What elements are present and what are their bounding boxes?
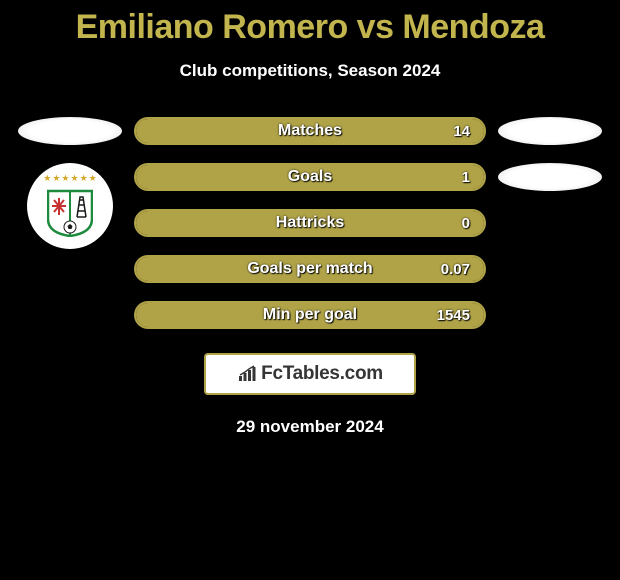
stat-value: 1545 xyxy=(437,307,470,324)
right-column xyxy=(490,117,610,329)
star-icon: ★ xyxy=(71,173,79,184)
infographic-root: Emiliano Romero vs Mendoza Club competit… xyxy=(0,0,620,437)
star-icon: ★ xyxy=(89,173,97,184)
stat-bar-min-per-goal: Min per goal 1545 xyxy=(134,301,486,329)
stat-label: Goals per match xyxy=(247,260,372,278)
stat-value: 0 xyxy=(462,215,470,232)
footer-brand-logo: FcTables.com xyxy=(204,353,416,395)
stat-bar-hattricks: Hattricks 0 xyxy=(134,209,486,237)
stat-bar-matches: Matches 14 xyxy=(134,117,486,145)
stat-value: 0.07 xyxy=(441,261,470,278)
stat-bar-goals: Goals 1 xyxy=(134,163,486,191)
chart-icon xyxy=(237,365,259,383)
star-icon: ★ xyxy=(52,173,60,184)
left-column: ★ ★ ★ ★ ★ ★ xyxy=(10,117,130,329)
star-icon: ★ xyxy=(80,173,88,184)
badge-stars: ★ ★ ★ ★ ★ ★ xyxy=(35,173,105,184)
player1-flag-ellipse xyxy=(18,117,122,145)
star-icon: ★ xyxy=(61,173,69,184)
stat-label: Matches xyxy=(278,122,342,140)
shield-icon xyxy=(47,189,93,237)
page-title: Emiliano Romero vs Mendoza xyxy=(0,8,620,47)
player2-flag-ellipse xyxy=(498,117,602,145)
stat-label: Hattricks xyxy=(276,214,344,232)
player2-club-ellipse xyxy=(498,163,602,191)
main-area: ★ ★ ★ ★ ★ ★ xyxy=(0,117,620,329)
player1-club-badge: ★ ★ ★ ★ ★ ★ xyxy=(27,163,113,249)
stat-value: 1 xyxy=(462,169,470,186)
stat-label: Goals xyxy=(288,168,332,186)
footer-date: 29 november 2024 xyxy=(0,417,620,437)
star-icon: ★ xyxy=(43,173,51,184)
stat-label: Min per goal xyxy=(263,306,357,324)
subtitle: Club competitions, Season 2024 xyxy=(0,61,620,81)
stats-column: Matches 14 Goals 1 Hattricks 0 Goals per… xyxy=(130,117,490,329)
stat-value: 14 xyxy=(453,123,470,140)
stat-bar-goals-per-match: Goals per match 0.07 xyxy=(134,255,486,283)
footer-brand-text: FcTables.com xyxy=(261,363,383,385)
